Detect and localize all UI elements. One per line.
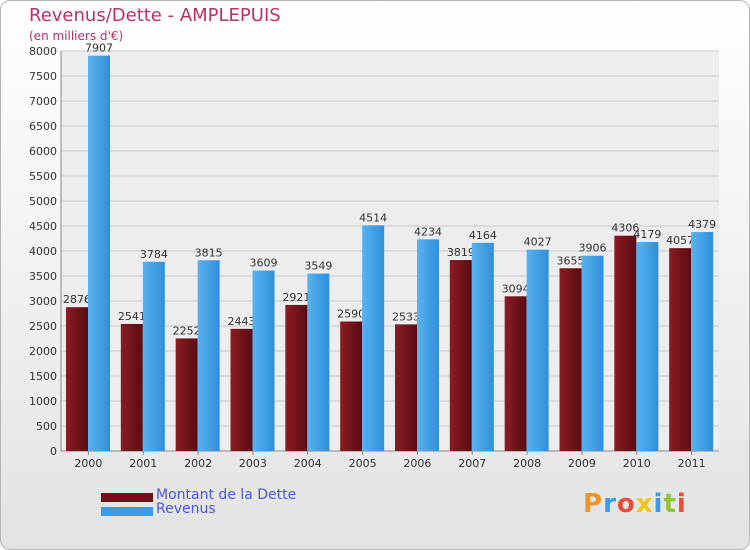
data-label-dette: 2252 xyxy=(173,324,201,337)
data-label-revenus: 3815 xyxy=(195,246,223,259)
bar-dette xyxy=(175,338,198,451)
y-tick-label: 6000 xyxy=(29,145,57,158)
bar-revenus xyxy=(142,261,165,451)
logo-letter: t xyxy=(663,489,677,519)
data-label-revenus: 3906 xyxy=(579,242,607,255)
y-tick-label: 4000 xyxy=(29,245,57,258)
x-tick-label: 2010 xyxy=(623,457,651,470)
data-label-dette: 2921 xyxy=(282,291,310,304)
y-tick-label: 5000 xyxy=(29,195,57,208)
bar-revenus xyxy=(691,232,714,451)
logo-letter: P xyxy=(583,489,604,519)
bar-dette xyxy=(285,304,308,451)
legend-label-dette: Montant de la Dette xyxy=(156,487,297,503)
bar-revenus xyxy=(581,255,604,451)
y-tick-label: 1000 xyxy=(29,395,57,408)
y-tick-label: 7000 xyxy=(29,95,57,108)
bar-revenus xyxy=(88,55,110,452)
legend-swatch-dette xyxy=(101,493,153,502)
proxiti-logo: Proxiti xyxy=(583,489,687,519)
x-tick-label: 2002 xyxy=(184,457,212,470)
bar-dette xyxy=(340,321,363,451)
y-tick-label: 3000 xyxy=(29,295,57,308)
data-label-dette: 2541 xyxy=(118,310,146,323)
bar-dette xyxy=(504,296,527,451)
y-tick-label: 2000 xyxy=(29,345,57,358)
bar-dette xyxy=(449,260,472,451)
logo-letter: x xyxy=(635,489,654,519)
logo-letter: i xyxy=(676,489,687,519)
bar-revenus xyxy=(471,242,494,451)
bar-revenus xyxy=(362,225,385,451)
y-tick-label: 2500 xyxy=(29,320,57,333)
bar-dette xyxy=(669,248,692,451)
data-label-revenus: 4514 xyxy=(359,211,387,224)
bar-dette xyxy=(230,328,253,451)
y-tick-label: 500 xyxy=(36,420,57,433)
logo-letter: r xyxy=(603,489,617,519)
bar-dette xyxy=(559,268,582,451)
x-tick-label: 2006 xyxy=(403,457,431,470)
bar-dette xyxy=(395,324,417,451)
data-label-dette: 2533 xyxy=(392,310,420,323)
y-tick-label: 6500 xyxy=(29,120,57,133)
x-tick-label: 2003 xyxy=(239,457,267,470)
data-label-dette: 4057 xyxy=(666,234,694,247)
logo-letter: o xyxy=(616,489,636,519)
data-label-dette: 2876 xyxy=(63,293,91,306)
data-label-dette: 2590 xyxy=(337,308,365,321)
data-label-revenus: 4379 xyxy=(688,218,716,231)
legend-swatch-revenus xyxy=(101,507,153,516)
y-tick-label: 0 xyxy=(50,445,57,458)
bar-dette xyxy=(66,307,88,451)
data-label-dette: 3819 xyxy=(447,246,475,259)
data-label-revenus: 7907 xyxy=(85,42,113,55)
bar-revenus xyxy=(197,260,220,451)
x-tick-label: 2005 xyxy=(349,457,377,470)
y-tick-label: 1500 xyxy=(29,370,57,383)
x-tick-label: 2000 xyxy=(74,457,102,470)
data-label-revenus: 3609 xyxy=(250,257,278,270)
data-label-revenus: 4179 xyxy=(633,228,661,241)
x-tick-label: 2001 xyxy=(129,457,157,470)
bar-revenus xyxy=(307,273,330,451)
data-label-revenus: 4234 xyxy=(414,225,442,238)
bar-revenus xyxy=(526,249,549,451)
data-label-dette: 2443 xyxy=(228,315,256,328)
x-tick-label: 2008 xyxy=(513,457,541,470)
y-tick-label: 5500 xyxy=(29,170,57,183)
x-tick-label: 2007 xyxy=(458,457,486,470)
logo-letter: i xyxy=(653,489,664,519)
legend-label-revenus: Revenus xyxy=(156,501,216,517)
data-label-revenus: 3784 xyxy=(140,248,168,261)
bar-dette xyxy=(614,235,637,451)
chart-title: Revenus/Dette - AMPLEPUIS xyxy=(29,5,281,26)
data-label-dette: 4306 xyxy=(611,222,639,235)
data-label-revenus: 4164 xyxy=(469,229,497,242)
data-label-revenus: 3549 xyxy=(304,260,332,273)
x-tick-label: 2009 xyxy=(568,457,596,470)
bar-revenus xyxy=(636,242,659,451)
bar-dette xyxy=(120,323,143,451)
y-tick-label: 3500 xyxy=(29,270,57,283)
data-label-revenus: 4027 xyxy=(524,236,552,249)
y-tick-label: 7500 xyxy=(29,70,57,83)
bar-revenus xyxy=(417,239,439,451)
y-tick-label: 8000 xyxy=(29,45,57,58)
data-label-dette: 3655 xyxy=(557,254,585,267)
data-label-dette: 3094 xyxy=(502,282,530,295)
y-tick-label: 4500 xyxy=(29,220,57,233)
chart-subtitle: (en milliers d'€) xyxy=(29,29,124,43)
bar-revenus xyxy=(252,270,275,451)
x-tick-label: 2004 xyxy=(294,457,322,470)
x-tick-label: 2011 xyxy=(678,457,706,470)
